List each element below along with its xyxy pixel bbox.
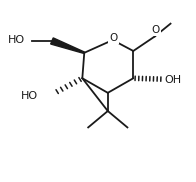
Text: O: O [109,33,117,43]
Text: HO: HO [21,91,38,101]
Text: O: O [152,25,160,35]
Text: OH: OH [165,75,182,84]
Polygon shape [51,38,84,54]
Text: HO: HO [8,35,25,45]
